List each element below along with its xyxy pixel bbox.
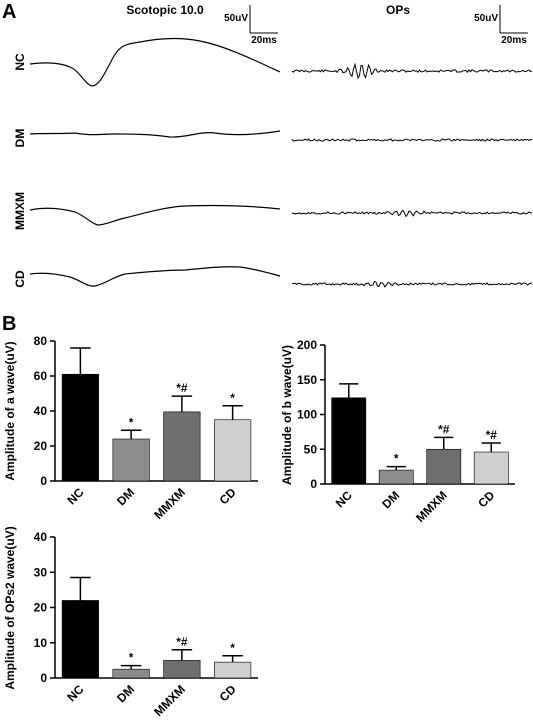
ops-trace-nc (291, 62, 533, 80)
category-label: DM (114, 485, 137, 508)
category-label: NC (333, 488, 355, 510)
category-label: CD (217, 682, 239, 704)
category-label: DM (379, 488, 402, 511)
chart-a-wave: 0 20 40 60 80 Amplitude of a wave(uV) NC * DM *# M… (3, 334, 258, 522)
y-tick-label: 50 (304, 442, 318, 456)
category-label: CD (217, 485, 239, 507)
category-label: NC (64, 682, 86, 704)
panel-b-label: B (2, 313, 16, 335)
significance-mark: * (230, 391, 235, 405)
ops-trace-cd (291, 280, 533, 288)
y-tick-label: 40 (34, 530, 48, 544)
scale-bar-left: 50uV 20ms (224, 5, 278, 46)
y-tick-label: 0 (40, 671, 47, 685)
significance-mark: * (129, 651, 134, 665)
bar-cd (214, 419, 252, 482)
group-label-mmxm: MMXM (13, 192, 27, 230)
significance-mark: *# (176, 381, 188, 395)
group-label-nc: NC (13, 53, 27, 71)
group-label-cd: CD (13, 270, 27, 288)
category-label: MMXM (151, 485, 188, 522)
bar-nc (61, 600, 99, 679)
y-axis-label: Amplitude of OPs2 wave(uV) (3, 526, 17, 689)
erg-trace-mmxm (29, 204, 281, 226)
y-tick-label: 30 (34, 565, 48, 579)
y-tick-label: 10 (34, 636, 48, 650)
panel-a: A Scotopic 10.0 OPs 50uV 20ms 50uV 20ms … (2, 1, 533, 288)
scale-time-right: 20ms (501, 35, 527, 46)
scotopic-title: Scotopic 10.0 (126, 3, 204, 17)
scale-amp-right: 50uV (474, 13, 498, 24)
y-tick-label: 80 (34, 334, 48, 348)
category-label: DM (114, 682, 137, 705)
erg-trace-dm (29, 130, 281, 138)
y-tick-label: 60 (34, 369, 48, 383)
significance-mark: * (129, 415, 134, 429)
ops-trace-dm (291, 138, 533, 142)
bar-nc (61, 373, 99, 482)
ops-title: OPs (386, 3, 410, 17)
y-tick-label: 0 (40, 474, 47, 488)
y-tick-label: 20 (34, 601, 48, 615)
y-axis-label: Amplitude of a wave(uV) (3, 341, 17, 480)
category-label: CD (475, 488, 497, 510)
bar-cd (473, 451, 509, 485)
y-axis-label: Amplitude of b wave(uV) (280, 345, 294, 485)
bar-mmxm (163, 660, 201, 679)
scale-amp-left: 50uV (224, 13, 248, 24)
significance-mark: *# (438, 422, 450, 436)
scale-bar-right: 50uV 20ms (474, 5, 528, 46)
y-tick-label: 20 (34, 439, 48, 453)
y-tick-label: 100 (297, 408, 317, 422)
category-label: NC (64, 485, 86, 507)
ops-trace-mmxm (291, 209, 533, 218)
panel-a-label: A (2, 1, 16, 23)
bar-dm (112, 668, 150, 679)
bar-mmxm (426, 448, 462, 485)
y-tick-label: 40 (34, 404, 48, 418)
erg-trace-nc (29, 37, 281, 87)
significance-mark: *# (486, 428, 498, 442)
group-label-dm: DM (13, 129, 27, 148)
bar-dm (378, 469, 414, 485)
scale-time-left: 20ms (251, 35, 277, 46)
category-label: MMXM (151, 682, 188, 719)
bar-dm (112, 438, 150, 482)
category-label: MMXM (413, 488, 450, 525)
erg-trace-cd (29, 266, 281, 287)
y-tick-label: 200 (297, 338, 317, 352)
y-tick-label: 150 (297, 373, 317, 387)
bar-cd (214, 661, 252, 679)
significance-mark: *# (176, 635, 188, 649)
y-tick-label: 0 (310, 477, 317, 491)
significance-mark: * (394, 452, 399, 466)
significance-mark: * (230, 641, 235, 655)
chart-ops2-wave: 0 10 20 30 40 Amplitude of OPs2 wave(uV) NC * DM… (3, 526, 258, 719)
bar-mmxm (163, 411, 201, 482)
bar-nc (331, 397, 367, 485)
